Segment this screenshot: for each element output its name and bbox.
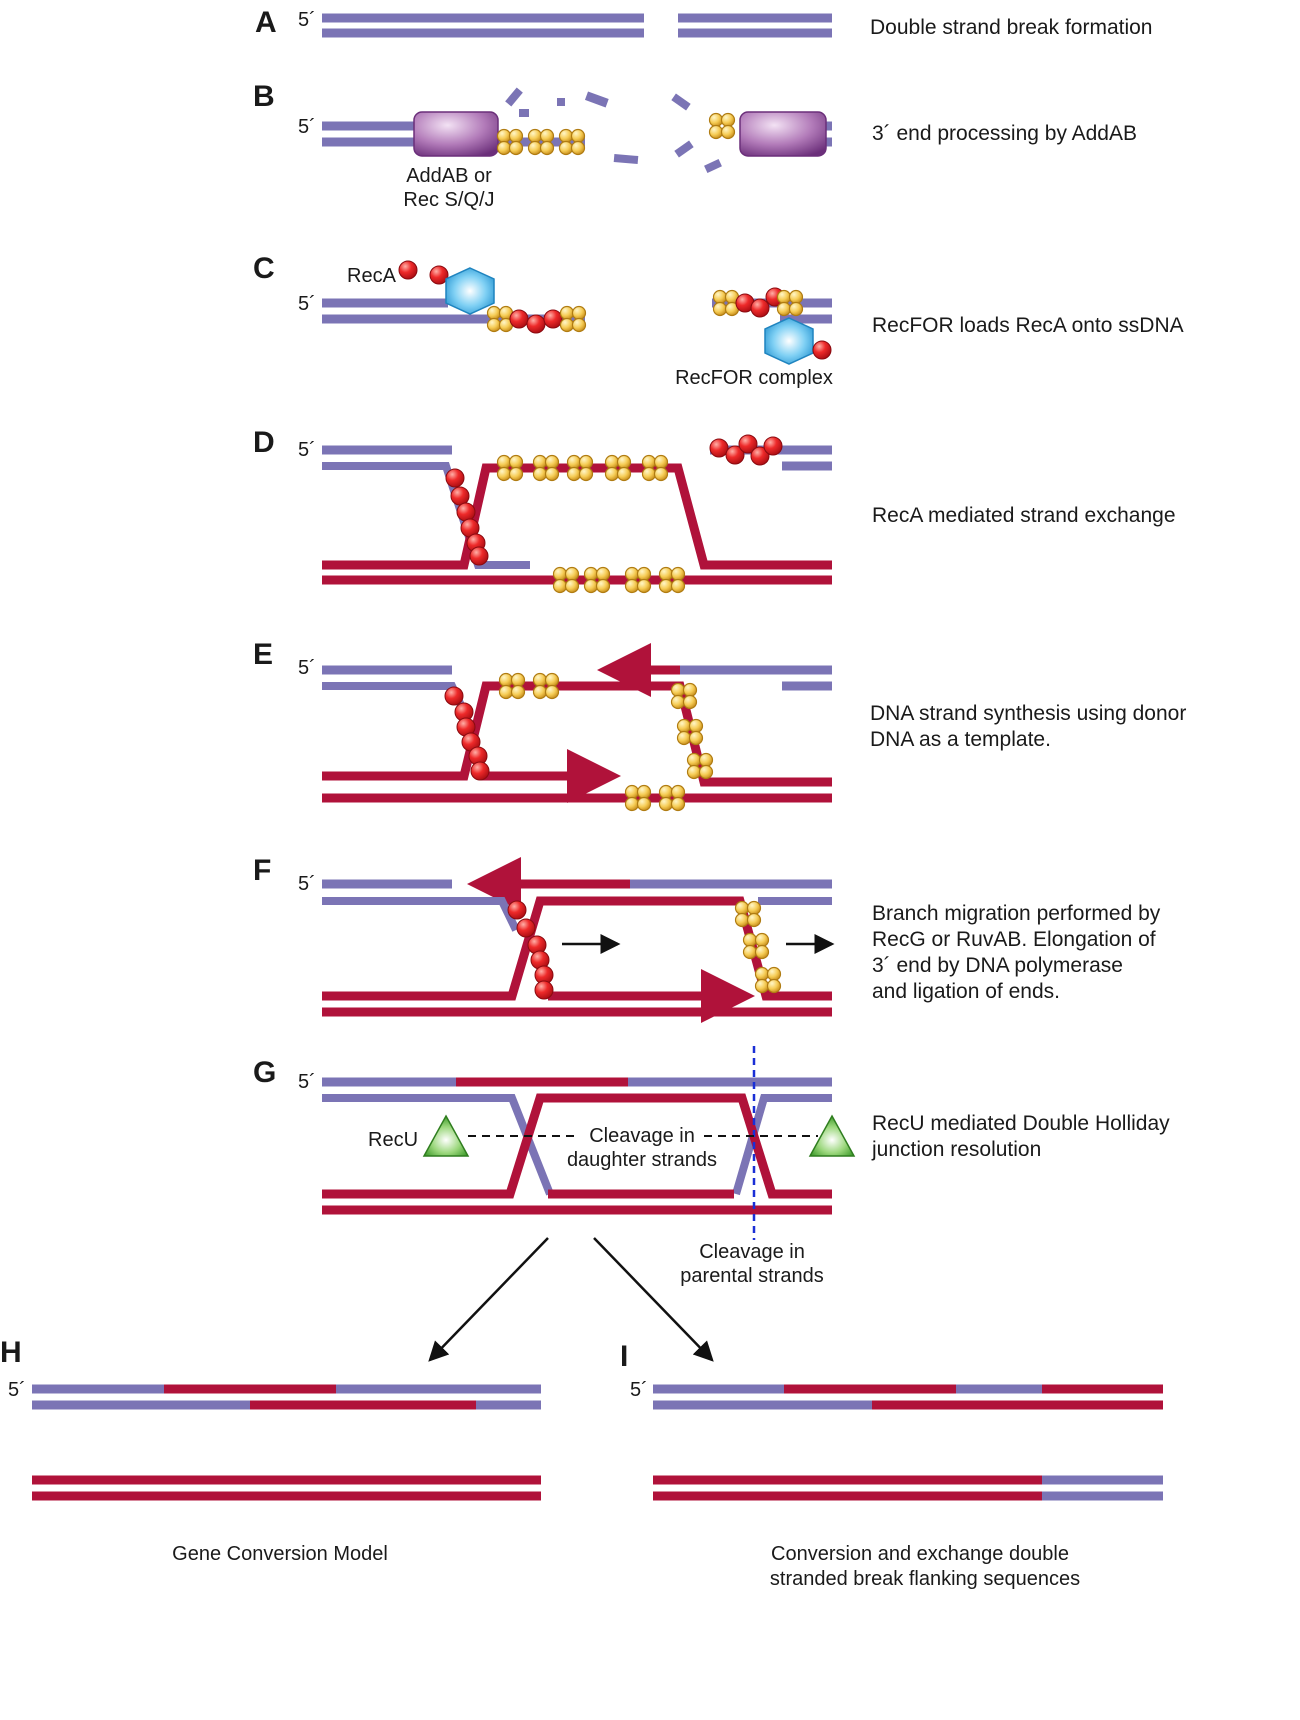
panel-label-h: H [0,1336,22,1369]
outcome-arrow-right [593,1237,714,1362]
five-prime-b: 5´ [298,116,316,138]
panel-a: A 5´ Double strand break formation [255,6,1153,39]
strand [732,1094,832,1196]
panel-g-description-line1: RecU mediated Double Holliday [872,1112,1170,1135]
reca-protein [534,980,554,1000]
reca-protein [526,314,546,334]
reca-protein [543,309,563,329]
dna-fragment [557,98,565,106]
parental-cleavage-line1: Cleavage in [699,1241,805,1263]
reca-protein [456,502,476,522]
panel-f-description-line3: 3´ end by DNA polymerase [872,954,1123,977]
reca-protein [469,546,489,566]
reca-protein [509,309,529,329]
reca-protein [763,436,783,456]
five-prime-f: 5´ [298,873,316,895]
five-prime-c: 5´ [298,293,316,315]
recu-label: RecU [368,1129,418,1151]
daughter-cleavage-line1: Cleavage in [589,1125,695,1147]
panel-f-description-line1: Branch migration performed by [872,902,1161,925]
addab-enzyme-right [739,111,827,157]
panel-e: E 5´ DNA strand synthesis using donor DN… [253,638,1186,812]
addab-enzyme [413,111,499,157]
recfor-complex [445,267,495,315]
panel-i-caption-line1: Conversion and exchange double [771,1543,1069,1565]
panel-label-b: B [253,80,275,113]
dna-fragment [519,109,529,117]
reca-protein [470,761,490,781]
ssb-protein [708,112,736,140]
panel-e-description-line1: DNA strand synthesis using donor [870,702,1186,725]
outcome-arrow-left [428,1237,549,1362]
panel-i-caption-line2: stranded break flanking sequences [770,1568,1080,1590]
dna-fragment [505,87,523,107]
recfor-label: RecFOR complex [675,367,833,389]
reca-protein [516,918,536,938]
panel-e-description-line2: DNA as a template. [870,728,1051,751]
recu-enzyme-right [808,1114,856,1157]
panel-c-description: RecFOR loads RecA onto ssDNA [872,314,1184,337]
strand [322,463,832,570]
parental-cleavage-line2: parental strands [680,1265,823,1287]
panel-f: F 5´ Branch migration performed by RecG … [253,854,1161,1023]
reca-protein [450,486,470,506]
reca-protein [507,900,527,920]
panel-g: G 5´ RecU Cleavage in daughter strands C… [253,1046,1170,1362]
panel-d: D 5´ RecA mediated strand exchange [253,426,1176,594]
reca-protein [812,340,832,360]
panel-h-caption: Gene Conversion Model [172,1543,388,1565]
strand [322,682,470,718]
five-prime-i: 5´ [630,1379,648,1401]
strand [322,681,832,787]
panel-label-c: C [253,252,275,285]
five-prime-g: 5´ [298,1071,316,1093]
panel-label-f: F [253,854,271,887]
five-prime-a: 5´ [298,9,316,31]
panel-g-description-line2: junction resolution [871,1138,1041,1161]
panel-label-e: E [253,638,273,671]
recfor-complex-right [764,317,814,365]
five-prime-e: 5´ [298,657,316,679]
panel-label-d: D [253,426,275,459]
panel-i: I 5´ Conversion and exchange double stra… [620,1340,1163,1590]
panel-b: B 5´ AddAB or Rec S/Q/J 3´ end processin… [253,80,1137,211]
reca-protein [709,438,729,458]
five-prime-h: 5´ [8,1379,26,1401]
strand [322,897,520,932]
panel-f-description-line4: and ligation of ends. [872,980,1060,1003]
panel-label-i: I [620,1340,628,1373]
addab-label-line1: AddAB or [406,165,492,187]
reca-protein [750,298,770,318]
panel-d-description: RecA mediated strand exchange [872,504,1176,527]
dna-fragment [613,153,639,165]
strand [322,462,530,569]
five-prime-d: 5´ [298,439,316,461]
daughter-cleavage-line2: daughter strands [567,1149,717,1171]
dna-fragment [674,140,694,158]
panel-label-a: A [255,6,277,39]
panel-f-description-line2: RecG or RuvAB. Elongation of [872,928,1156,951]
recu-enzyme-left [422,1114,470,1157]
reca-protein [398,260,418,280]
addab-label-line2: Rec S/Q/J [403,189,494,211]
dna-fragment [671,93,691,111]
reca-label: RecA [347,265,397,287]
strand [322,1094,554,1196]
dna-fragment [704,158,722,174]
strand [322,1093,832,1199]
panel-label-g: G [253,1056,276,1089]
ssb-protein [754,966,782,994]
panel-b-description: 3´ end processing by AddAB [872,122,1137,145]
panel-c: C RecA 5´ RecFOR complex RecFOR loads Re… [253,252,1184,389]
dna-fragment [584,91,609,108]
reca-protein [444,686,464,706]
reca-protein [445,468,465,488]
strand [322,896,832,1001]
panel-a-description: Double strand break formation [870,16,1153,39]
panel-h: H 5´ Gene Conversion Model [0,1336,541,1565]
